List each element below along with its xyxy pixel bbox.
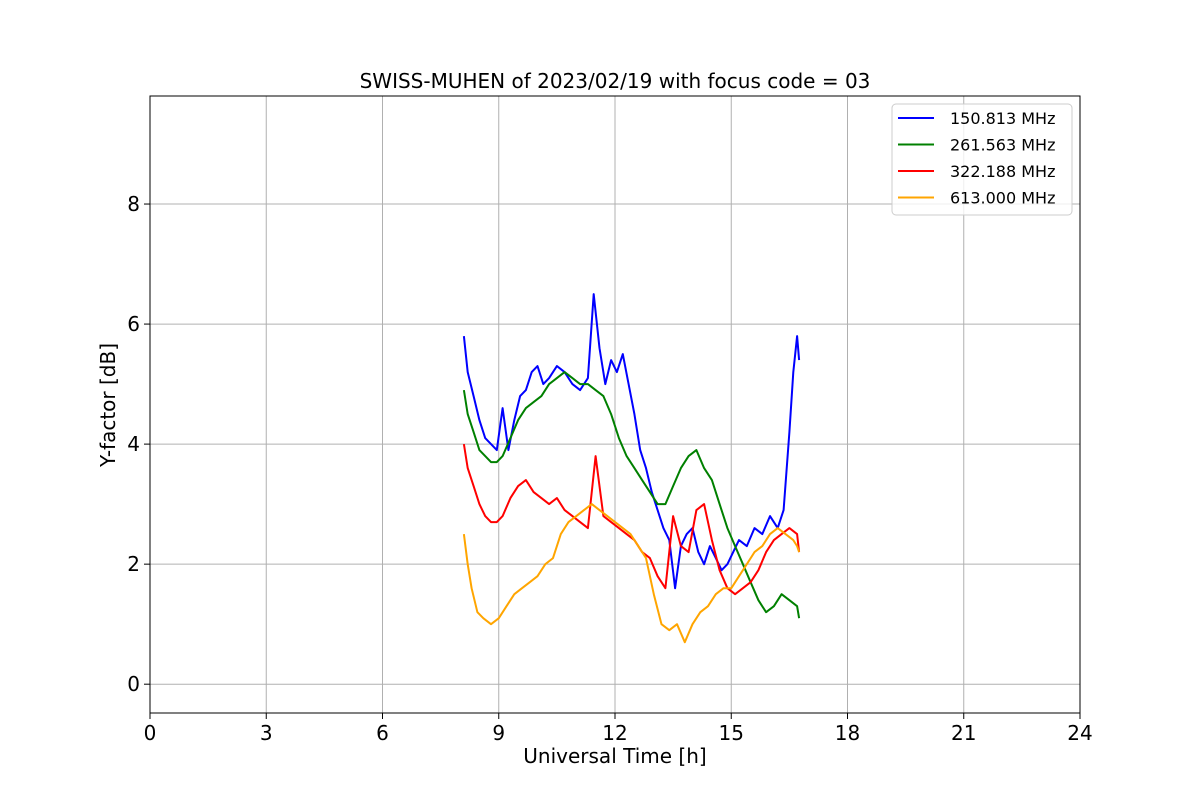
x-tick-label: 12 <box>602 721 627 745</box>
series-line <box>464 504 799 642</box>
x-tick-label: 0 <box>144 721 157 745</box>
x-tick-label: 21 <box>951 721 976 745</box>
series-line <box>464 372 799 618</box>
x-tick-label: 18 <box>835 721 860 745</box>
x-tick-label: 6 <box>376 721 389 745</box>
x-tick-label: 24 <box>1067 721 1092 745</box>
y-tick-label: 6 <box>127 312 140 336</box>
legend-label: 613.000 MHz <box>950 189 1055 208</box>
series-line <box>464 444 799 594</box>
legend-label: 150.813 MHz <box>950 109 1055 128</box>
y-tick-label: 4 <box>127 432 140 456</box>
series-line <box>464 294 799 588</box>
legend-label: 322.188 MHz <box>950 162 1055 181</box>
legend-label: 261.563 MHz <box>950 136 1055 155</box>
y-tick-label: 8 <box>127 192 140 216</box>
x-tick-label: 9 <box>492 721 505 745</box>
legend: 150.813 MHz 261.563 MHz 322.188 MHz 613.000… <box>892 104 1072 215</box>
series-layer <box>464 294 799 642</box>
line-chart: 0 3 6 9 12 15 18 21 2402468 SWISS-MUHEN of 2023/… <box>0 0 1200 800</box>
y-tick-label: 2 <box>127 552 140 576</box>
chart-title: SWISS-MUHEN of 2023/02/19 with focus cod… <box>360 69 871 93</box>
y-axis-label: Y-factor [dB] <box>96 343 120 468</box>
x-tick-label: 15 <box>719 721 744 745</box>
y-tick-label: 0 <box>127 672 140 696</box>
x-axis-label: Universal Time [h] <box>523 744 706 768</box>
x-tick-label: 3 <box>260 721 273 745</box>
